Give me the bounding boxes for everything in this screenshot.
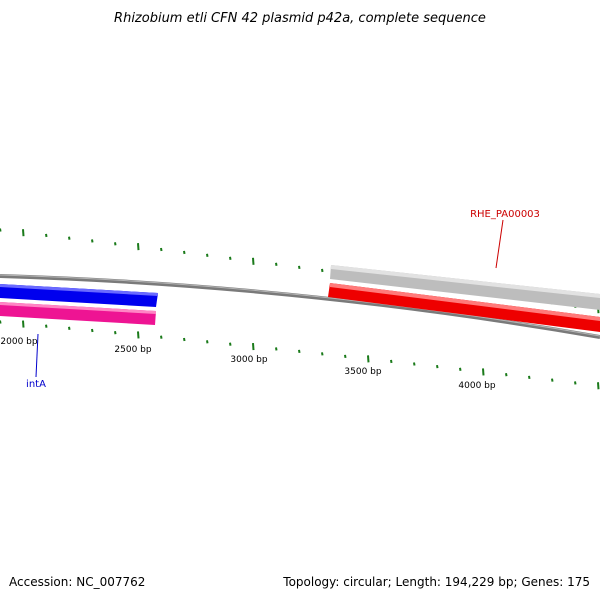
inner-tick: [160, 335, 163, 339]
outer-tick: [22, 229, 25, 237]
inner-tick: [436, 364, 439, 369]
outer-tick: [160, 247, 163, 252]
inner-tick: [367, 355, 370, 363]
inner-tick: [91, 328, 94, 333]
tick-label-3500: 3500 bp: [344, 367, 381, 377]
inner-tick: [459, 367, 462, 371]
outer-tick: [0, 228, 2, 232]
inner-tick: [482, 368, 485, 376]
inner-tick: [252, 342, 255, 351]
inner-tick: [206, 340, 209, 344]
inner-tick: [22, 320, 25, 328]
gene-label-RHE_PA00003[interactable]: RHE_PA00003: [470, 209, 540, 220]
inner-tick: [390, 359, 393, 364]
outer-tick: [275, 262, 278, 266]
inner-tick: [413, 362, 416, 366]
outer-tick: [91, 239, 94, 243]
inner-tick: [505, 372, 508, 377]
intA-leader-line: [35, 333, 39, 378]
gene-reverse-red-highlight: [330, 283, 600, 321]
inner-tick: [68, 326, 71, 331]
outer-tick: [137, 243, 140, 251]
tick-label-2500: 2500 bp: [114, 345, 151, 355]
inner-tick: [45, 324, 48, 328]
inner-tick-row: [0, 320, 600, 390]
outer-tick: [321, 268, 324, 273]
gene-forward-blue-highlight: [0, 284, 158, 296]
outer-tick: [68, 236, 71, 240]
outer-tick: [298, 265, 301, 270]
inner-tick: [275, 347, 278, 351]
inner-tick: [114, 331, 117, 335]
inner-tick: [0, 320, 2, 324]
summary-text: Topology: circular; Length: 194,229 bp; …: [282, 575, 590, 589]
gene-forward-blue[interactable]: [0, 284, 158, 307]
RHE_PA00003-leader-line: [495, 219, 504, 269]
outer-tick: [252, 257, 255, 265]
gene-forward-gray[interactable]: [330, 265, 600, 310]
backbone-arc: [0, 274, 600, 339]
inner-tick: [298, 349, 301, 354]
outer-tick: [206, 253, 209, 258]
gene-label-intA[interactable]: intA: [26, 379, 46, 390]
inner-tick: [551, 378, 554, 382]
outer-tick: [45, 233, 48, 238]
map-title: Rhizobium etli CFN 42 plasmid p42a, comp…: [114, 11, 486, 26]
inner-tick: [528, 375, 531, 380]
tick-label-4000: 4000 bp: [458, 381, 495, 391]
inner-tick: [229, 342, 232, 346]
gene-reverse-pink-highlight: [0, 302, 156, 314]
gene-reverse-pink[interactable]: [0, 302, 156, 325]
gene-forward-gray-highlight: [331, 265, 600, 298]
inner-tick: [183, 337, 186, 342]
outer-tick: [183, 250, 186, 255]
inner-tick: [597, 382, 600, 390]
tick-label-2000: 2000 bp: [0, 337, 37, 347]
inner-tick: [321, 352, 324, 356]
backbone-arc-highlight: [0, 274, 600, 337]
inner-tick: [344, 354, 347, 359]
outer-tick: [229, 256, 232, 260]
tick-label-3000: 3000 bp: [230, 355, 267, 365]
inner-tick: [574, 381, 577, 385]
outer-tick: [114, 242, 117, 246]
inner-tick: [137, 331, 140, 339]
accession-text: Accession: NC_007762: [9, 575, 145, 589]
